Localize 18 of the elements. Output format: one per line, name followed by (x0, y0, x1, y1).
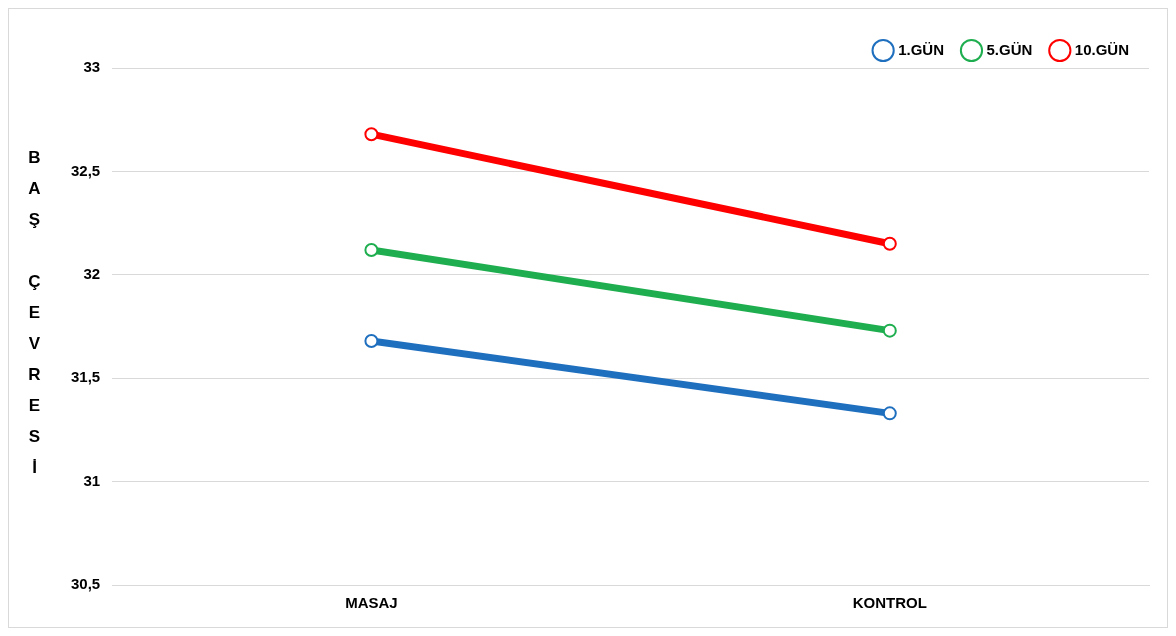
point (882, 323, 897, 338)
y-tick-label: 31 (83, 471, 101, 489)
y-tick-label: 30,5 (70, 575, 101, 593)
x-tick-label: KONTROL (852, 594, 927, 612)
y-tick-label: 33 (83, 58, 101, 76)
y-tick-label: 31,5 (70, 368, 101, 386)
point (364, 242, 379, 257)
y-tick-label: 32 (83, 264, 101, 282)
point (364, 127, 379, 142)
x-tick-label: MASAJ (345, 594, 398, 612)
legend-label: 1.GÜN (898, 40, 944, 58)
legend-label: 10.GÜN (1074, 40, 1129, 58)
point (882, 236, 897, 251)
point (882, 406, 897, 421)
y-tick-label: 32,5 (70, 161, 101, 179)
y-axis-title: BAŞ ÇEVRESİ (24, 147, 44, 489)
point (364, 333, 379, 348)
legend-label: 5.GÜN (986, 40, 1033, 58)
